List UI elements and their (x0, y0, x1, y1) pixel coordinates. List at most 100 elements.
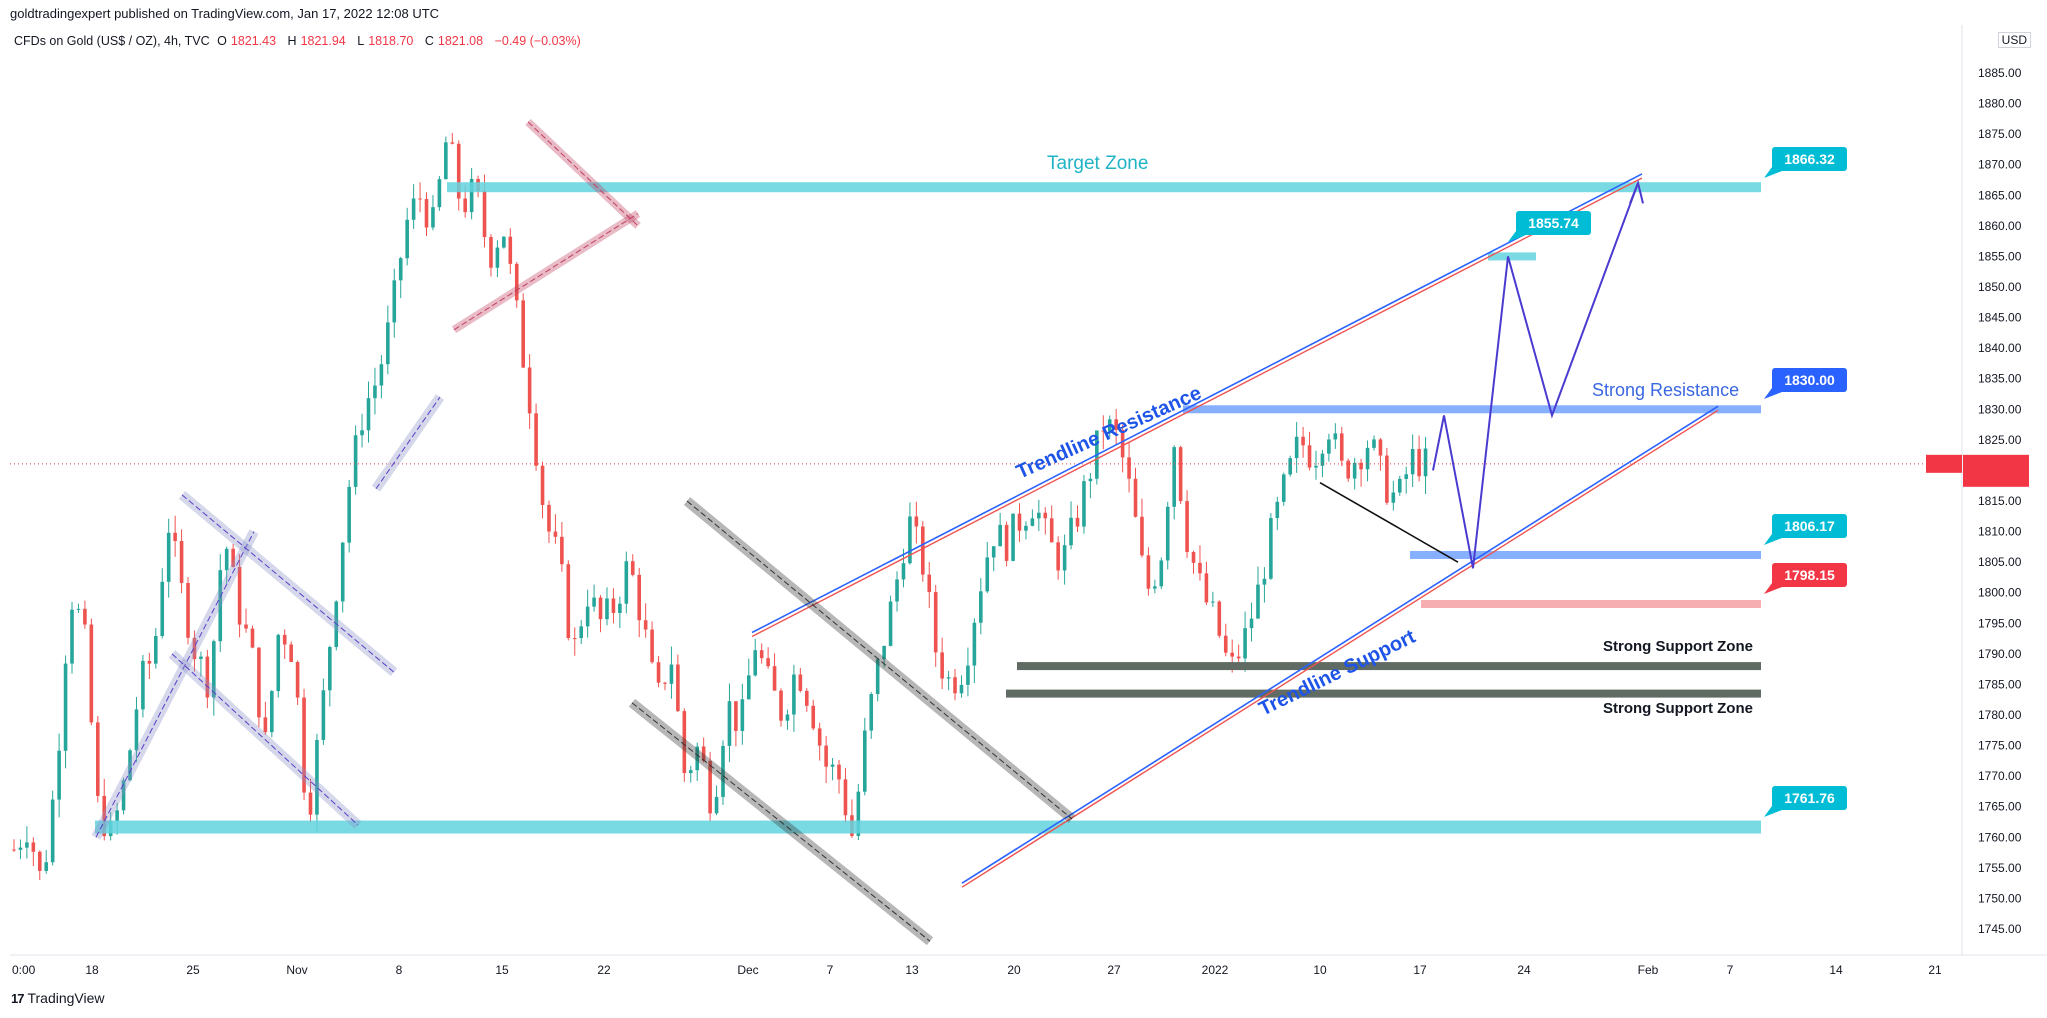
candle-body (914, 516, 919, 527)
candle-body (1320, 453, 1325, 466)
callout-1798-box (1772, 563, 1847, 587)
candle-body (321, 690, 326, 740)
support-zone-2-bar (1006, 689, 1761, 698)
candle-body (1359, 462, 1363, 470)
callout-1855-pointer (1508, 231, 1526, 242)
tradingview-logo[interactable]: 17 TradingView (11, 990, 105, 1006)
candle-body (933, 592, 938, 653)
callout-1761-text: 1761.76 (1784, 790, 1835, 806)
candle-body (128, 750, 132, 781)
support-1761-bar (95, 820, 1761, 834)
candle-body (63, 663, 68, 751)
candle-body (102, 795, 107, 837)
callout-1866-text: 1866.32 (1784, 151, 1835, 167)
candle-body (592, 597, 596, 607)
candle-body (469, 178, 474, 213)
price-tick-label: 1840.00 (1978, 341, 2022, 355)
candle-body (1172, 447, 1176, 507)
dark-channel-1-mid (686, 500, 1073, 820)
candle-body (489, 237, 493, 268)
candle-body (1404, 474, 1409, 479)
candle-body (508, 236, 513, 264)
candle-body (1114, 419, 1118, 430)
candle-body (1262, 578, 1267, 585)
price-tick-label: 1825.00 (1978, 433, 2022, 447)
dark-channel-2-mid (631, 702, 931, 942)
candle-body (295, 662, 300, 698)
price-axis: 1745.00 1750.00 1755.00 1760.00 1765.00 1770.… (1926, 66, 2029, 936)
candle-body (759, 650, 764, 659)
candle-body (1037, 512, 1041, 519)
candle-body (856, 791, 861, 836)
callout-1866-pointer (1764, 167, 1782, 178)
candle-body (998, 524, 1002, 547)
candle-body (534, 413, 538, 466)
candle-body (89, 624, 94, 723)
price-tick-label: 1885.00 (1978, 66, 2022, 80)
strong-support-zone-2-label: Strong Support Zone (1603, 700, 1753, 717)
candle-body (721, 745, 725, 797)
candle-body (179, 541, 184, 583)
callout-1798-pointer (1764, 583, 1782, 594)
price-tick-label: 1855.00 (1978, 249, 2022, 263)
candle-body (895, 579, 899, 602)
candle-body (972, 622, 977, 666)
candle-body (308, 792, 313, 815)
candle-body (115, 810, 119, 821)
candle-body (676, 664, 680, 712)
price-tick-label: 1785.00 (1978, 677, 2022, 691)
candle-body (482, 190, 487, 238)
callout-1798-text: 1798.15 (1784, 567, 1835, 583)
candle-body (643, 620, 648, 630)
candle-body (405, 219, 409, 259)
candle-body (121, 780, 126, 811)
candle-body (1288, 458, 1292, 475)
candle-body (1230, 652, 1234, 657)
candle-body (1352, 462, 1357, 479)
candle-body (237, 566, 242, 625)
candle-body (340, 542, 345, 602)
price-tick-label: 1865.00 (1978, 188, 2022, 202)
candle-body (263, 717, 268, 733)
candle-body (1004, 524, 1009, 561)
candle-body (682, 711, 687, 774)
candle-body (792, 674, 796, 715)
tradingview-icon: 17 (11, 990, 25, 1006)
price-tick-label: 1780.00 (1978, 708, 2022, 722)
price-tick-label: 1750.00 (1978, 891, 2022, 905)
candle-body (1410, 449, 1415, 475)
currency-selector[interactable]: USD (1997, 32, 2031, 48)
candle-body (1198, 562, 1202, 574)
candle-body (618, 603, 622, 613)
candle-body (1204, 573, 1209, 603)
candle-body (302, 697, 306, 793)
candle-body (456, 143, 461, 199)
price-tick-label: 1755.00 (1978, 861, 2022, 875)
symbol-name[interactable]: CFDs on Gold (US$ / OZ), 4h, TVC (14, 34, 210, 48)
candle-body (579, 626, 583, 639)
candle-body (746, 675, 751, 700)
candle-body (173, 532, 177, 542)
candle-body (1011, 513, 1015, 561)
candle-body (1314, 465, 1318, 468)
trendline-resistance-label: Trendline Resistance (1013, 382, 1205, 483)
price-tick-label: 1815.00 (1978, 494, 2022, 508)
publisher-line: goldtradingexpert published on TradingVi… (10, 6, 440, 21)
candle-body (908, 516, 912, 564)
candle-body (953, 677, 957, 694)
candle-body (837, 764, 841, 780)
candle-body (1372, 439, 1376, 448)
candle-body (231, 548, 235, 567)
candle-body (147, 660, 152, 664)
time-tick-label: 17 (1413, 963, 1427, 977)
callout-1761-box (1772, 786, 1847, 810)
time-tick-label: Nov (286, 963, 307, 977)
candle-body (1133, 478, 1138, 517)
candle-body (560, 536, 564, 565)
level-1798-bar (1421, 600, 1761, 609)
candle-body (804, 690, 809, 706)
candle-body (1417, 449, 1421, 477)
candle-body (734, 701, 738, 731)
price-tick-label: 1745.00 (1978, 922, 2022, 936)
